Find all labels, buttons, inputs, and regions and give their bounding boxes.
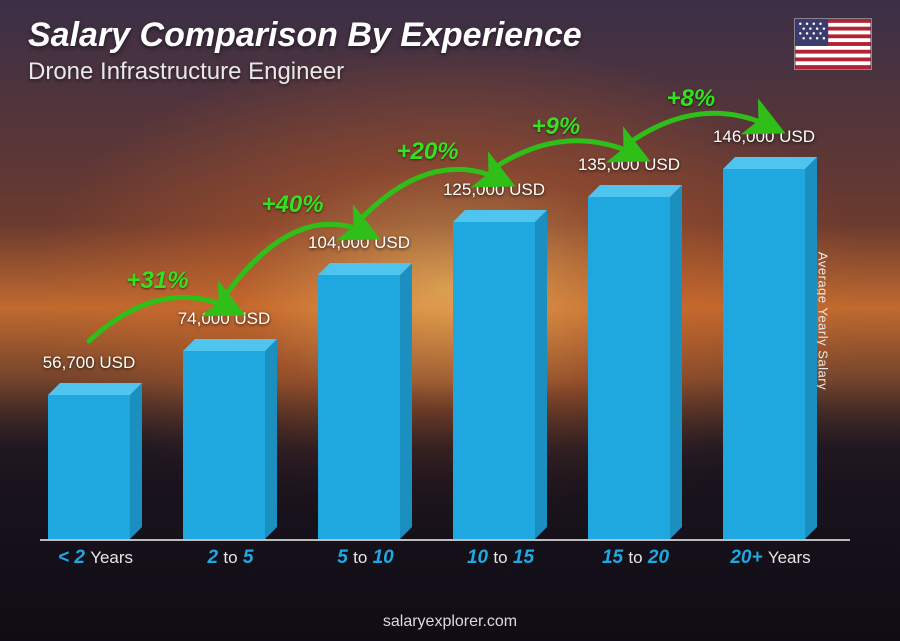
growth-percent-label: +8% xyxy=(667,85,716,113)
bar-value-label: 74,000 USD xyxy=(154,309,294,329)
growth-percent-label: +9% xyxy=(532,113,581,141)
bar: 146,000 USD xyxy=(715,109,825,539)
bar-value-label: 56,700 USD xyxy=(19,353,159,373)
bar: 125,000 USD xyxy=(445,162,555,539)
chart-baseline xyxy=(40,539,850,541)
x-category-label: < 2 Years xyxy=(28,547,163,569)
infographic-stage: Salary Comparison By Experience Drone In… xyxy=(0,0,900,641)
bar-value-label: 104,000 USD xyxy=(289,233,429,253)
x-category-label: 10 to 15 xyxy=(433,547,568,569)
bar: 104,000 USD xyxy=(310,215,420,539)
bar: 135,000 USD xyxy=(580,137,690,539)
bar: 56,700 USD xyxy=(40,335,150,539)
growth-percent-label: +40% xyxy=(262,191,324,219)
growth-percent-label: +20% xyxy=(397,138,459,166)
country-flag-icon xyxy=(794,18,872,70)
x-category-label: 5 to 10 xyxy=(298,547,433,569)
growth-percent-label: +31% xyxy=(127,267,189,295)
x-category-label: 20+ Years xyxy=(703,547,838,569)
x-category-label: 2 to 5 xyxy=(163,547,298,569)
bar: 74,000 USD xyxy=(175,291,285,539)
bar-value-label: 146,000 USD xyxy=(694,127,834,147)
footer-attribution: salaryexplorer.com xyxy=(0,613,900,631)
bar-value-label: 135,000 USD xyxy=(559,155,699,175)
page-title: Salary Comparison By Experience xyxy=(28,16,582,55)
page-subtitle: Drone Infrastructure Engineer xyxy=(28,58,344,86)
x-category-label: 15 to 20 xyxy=(568,547,703,569)
bar-value-label: 125,000 USD xyxy=(424,180,564,200)
